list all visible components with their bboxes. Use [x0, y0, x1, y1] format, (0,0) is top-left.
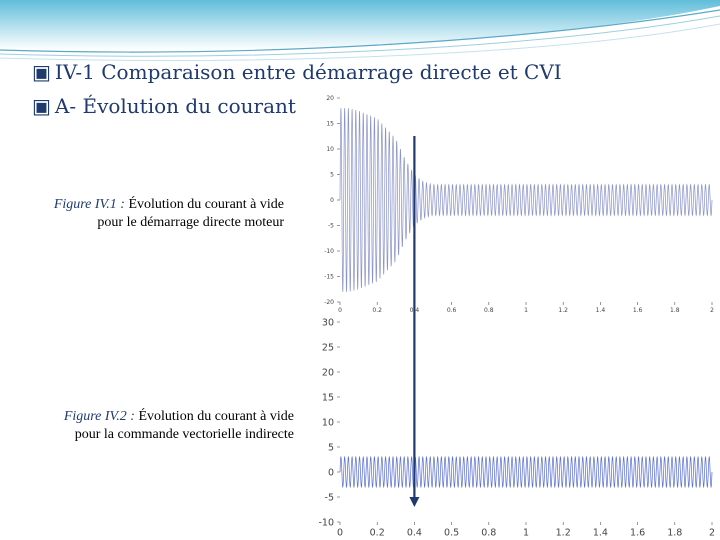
x-tick-label: 0.5	[444, 528, 459, 539]
heading-sub-text: A- Évolution du courant	[54, 94, 296, 118]
heading-main-text: IV-1 Comparaison entre démarrage directe…	[54, 60, 562, 84]
y-tick-label: 25	[322, 342, 334, 353]
x-tick-label: 0.8	[481, 528, 496, 539]
y-tick-label: -10	[318, 517, 334, 528]
y-tick-label: -15	[324, 274, 334, 281]
y-tick-label: 15	[322, 392, 334, 403]
figure-2-caption-line2: pour la commande vectorielle indirecte	[74, 427, 294, 442]
x-tick-label: 1.8	[670, 307, 680, 314]
y-tick-label: 10	[322, 417, 334, 428]
y-tick-label: 20	[322, 367, 334, 378]
x-tick-label: 1	[524, 307, 528, 314]
x-tick-label: 1.6	[633, 307, 643, 314]
figure-1-label: Figure IV.1 :	[53, 197, 125, 212]
figure-1-caption: Figure IV.1 : Évolution du courant à vid…	[6, 196, 284, 232]
x-tick-label: 1.4	[593, 528, 608, 539]
x-tick-label: 1.8	[667, 528, 682, 539]
y-tick-label: 15	[326, 121, 334, 128]
y-tick-label: 10	[326, 146, 334, 153]
y-tick-label: -20	[324, 299, 334, 306]
x-tick-label: 1.4	[596, 307, 606, 314]
x-tick-label: 0.2	[372, 307, 382, 314]
bullet-icon: ▣	[32, 94, 51, 118]
x-tick-label: 2	[709, 528, 715, 539]
y-tick-label: -5	[325, 492, 334, 503]
y-tick-label: 0	[328, 467, 334, 478]
x-tick-label: 1.2	[556, 528, 571, 539]
x-tick-label: 2	[710, 307, 714, 314]
decorative-banner	[0, 0, 720, 61]
x-tick-label: 0.6	[447, 307, 457, 314]
x-tick-label: 1	[523, 528, 529, 539]
x-tick-label: 0	[338, 307, 342, 314]
figure-2-caption-line1: Évolution du courant à vide	[138, 409, 294, 424]
y-tick-label: -10	[324, 248, 334, 255]
x-tick-label: 1.6	[630, 528, 645, 539]
y-tick-label: 0	[330, 197, 334, 204]
y-tick-label: -5	[328, 223, 334, 230]
y-tick-label: 20	[326, 95, 334, 102]
x-tick-label: 0.2	[370, 528, 385, 539]
figure-1-caption-line1: Évolution du courant à vide	[128, 197, 284, 212]
figure-2-caption: Figure IV.2 : Évolution du courant à vid…	[6, 408, 294, 444]
y-tick-label: 5	[328, 442, 334, 453]
x-tick-label: 0.8	[484, 307, 494, 314]
figure-1-caption-line2: pour le démarrage directe moteur	[97, 215, 284, 230]
slide-heading-sub: ▣ A- Évolution du courant	[32, 94, 296, 118]
current-signal-line	[339, 455, 713, 489]
x-tick-label: 0	[337, 528, 343, 539]
y-tick-label: 30	[322, 318, 334, 328]
chart-direct-start-current: 20 15 10 5 0 -5 -10 -15 -20 0 0.2 0.4 0.6 0.8 1 1.2 1.4 1…	[324, 95, 714, 314]
y-tick-label: 5	[330, 172, 334, 179]
x-tick-label: 0.4	[407, 528, 422, 539]
current-signal-line	[339, 108, 713, 292]
x-tick-label: 1.2	[558, 307, 568, 314]
bullet-icon: ▣	[32, 60, 51, 84]
x-tick-label: 0.4	[410, 307, 420, 314]
slide-heading-main: ▣ IV-1 Comparaison entre démarrage direct…	[32, 60, 562, 84]
figure-2-label: Figure IV.2 :	[63, 409, 135, 424]
